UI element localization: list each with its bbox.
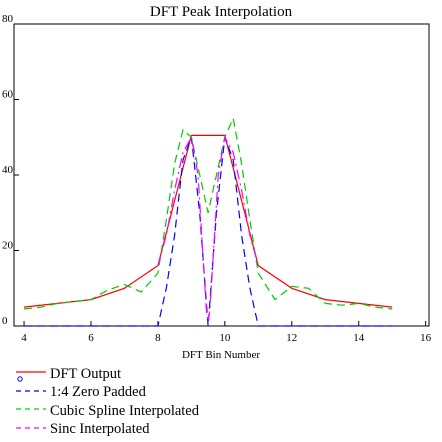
legend-swatch xyxy=(16,389,46,392)
legend-item: Cubic Spline Interpolated xyxy=(14,402,199,421)
chart-title: DFT Peak Interpolation xyxy=(150,4,293,20)
legend-item: 1:4 Zero Padded xyxy=(14,384,199,403)
legend-item: Sinc Interpolated xyxy=(14,421,199,440)
legend-label: Sinc Interpolated xyxy=(50,421,150,438)
y-tick-label: 60 xyxy=(2,89,14,101)
y-tick-label: 80 xyxy=(2,13,14,25)
x-tick-label: 4 xyxy=(21,332,27,344)
x-tick-label: 14 xyxy=(353,332,365,344)
y-tick-label: 40 xyxy=(2,164,14,176)
plot-frame xyxy=(13,23,430,327)
legend-swatch xyxy=(16,408,46,410)
x-tick-label: 8 xyxy=(155,332,161,344)
y-tick-label: 20 xyxy=(2,240,14,252)
series-line-1 xyxy=(23,134,393,308)
legend-item: DFT Output xyxy=(14,365,199,384)
series-line-4 xyxy=(157,135,259,323)
x-tick-label: 6 xyxy=(88,332,94,344)
series-lines xyxy=(23,116,393,327)
plot-area xyxy=(13,23,430,327)
series-line-3 xyxy=(23,116,393,310)
axis-ticks: 0 20 40 60 80 4 6 8 10 12 14 16 xyxy=(2,13,432,344)
legend: DFT Output 1:4 Zero Padded Cubic Spline In… xyxy=(14,365,199,439)
series-line-2 xyxy=(24,137,393,327)
y-tick-label: 0 xyxy=(2,315,8,327)
legend-label: DFT Output xyxy=(50,365,122,382)
legend-label: Cubic Spline Interpolated xyxy=(50,402,199,419)
legend-label: 1:4 Zero Padded xyxy=(50,384,146,401)
x-tick-label: 10 xyxy=(219,332,231,344)
legend-swatch xyxy=(16,426,46,429)
x-axis-label: DFT Bin Number xyxy=(182,349,260,361)
legend-swatch xyxy=(16,371,46,382)
legend-marker xyxy=(17,376,23,382)
x-tick-label: 12 xyxy=(286,332,297,344)
x-tick-label: 16 xyxy=(420,332,432,344)
